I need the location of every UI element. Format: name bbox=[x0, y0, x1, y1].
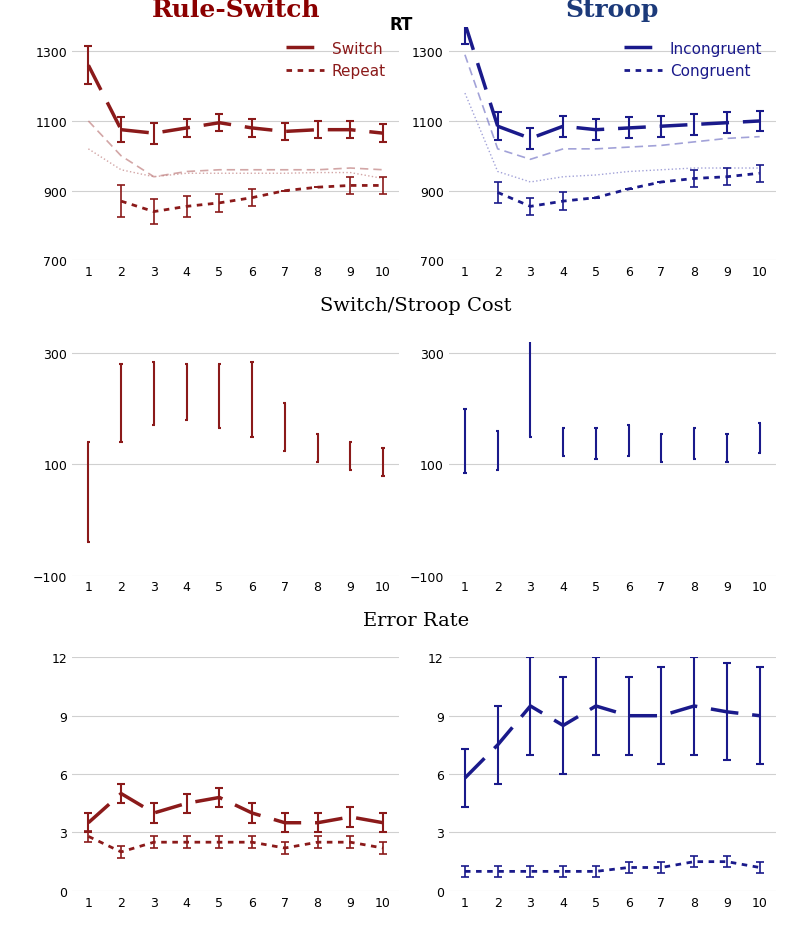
Text: Switch/Stroop Cost: Switch/Stroop Cost bbox=[320, 297, 511, 315]
Title: Rule-Switch: Rule-Switch bbox=[151, 0, 320, 21]
Legend: Incongruent, Congruent: Incongruent, Congruent bbox=[618, 35, 768, 85]
Text: RT: RT bbox=[390, 16, 413, 34]
Title: Stroop: Stroop bbox=[566, 0, 659, 21]
Legend: Switch, Repeat: Switch, Repeat bbox=[280, 35, 392, 85]
Text: Error Rate: Error Rate bbox=[362, 612, 469, 629]
